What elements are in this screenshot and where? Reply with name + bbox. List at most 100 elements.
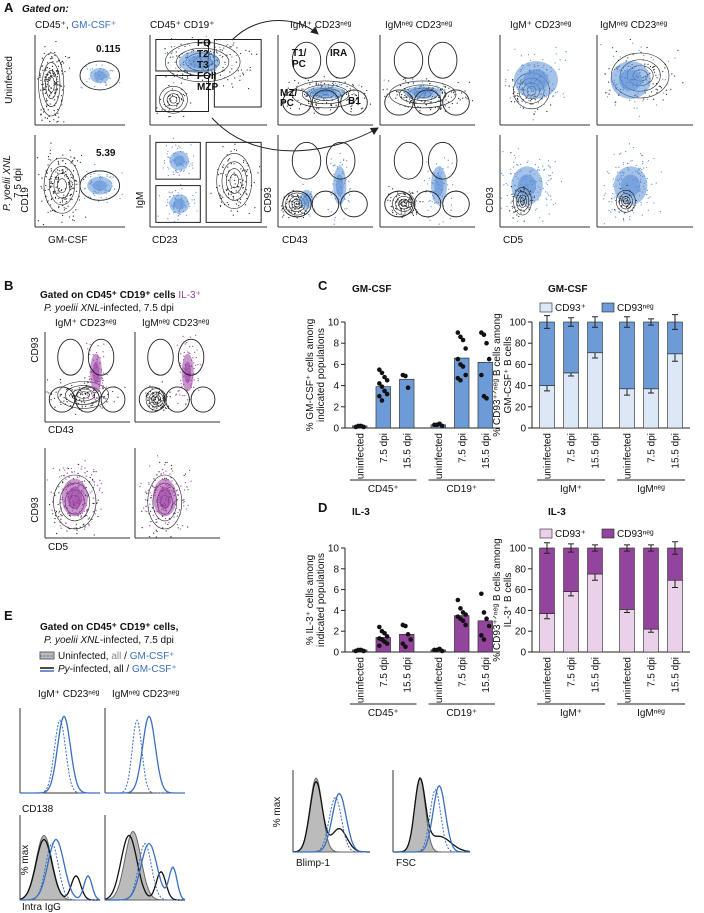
event-dot — [198, 380, 199, 381]
event-dot — [243, 160, 244, 161]
event-dot — [196, 349, 197, 350]
event-dot — [283, 215, 284, 216]
event-dot — [169, 197, 170, 198]
event-dot — [86, 515, 87, 516]
event-dot — [623, 220, 624, 221]
event-dot — [156, 536, 157, 537]
event-dot — [94, 534, 95, 535]
data-point — [479, 373, 484, 378]
event-dot — [182, 77, 183, 78]
event-dot — [109, 177, 110, 178]
chart-title: GM-CSF — [548, 284, 587, 295]
event-dot — [58, 179, 59, 180]
y-axis-label: % max — [20, 845, 31, 876]
event-dot — [173, 171, 174, 172]
event-dot — [297, 86, 298, 87]
histogram-curve — [293, 782, 370, 852]
event-dot — [297, 100, 298, 101]
event-dot — [187, 76, 188, 77]
event-dot — [50, 93, 51, 94]
event-dot — [666, 94, 667, 95]
event-dot — [614, 210, 615, 211]
event-dot — [191, 481, 192, 482]
x-tick-label: 7.5 dpi — [647, 657, 658, 687]
event-dot — [189, 166, 190, 167]
event-dot — [316, 108, 317, 109]
event-dot — [70, 156, 71, 157]
event-dot — [513, 207, 514, 208]
x-tick-label: uninfected — [623, 433, 634, 479]
legend-label: CD93⁺ — [555, 303, 586, 314]
event-dot — [96, 352, 97, 353]
event-dot — [51, 170, 52, 171]
event-dot — [60, 382, 61, 383]
event-dot — [387, 200, 388, 201]
event-dot — [434, 203, 435, 204]
panel-title: Gated on CD45⁺ CD19⁺ cells, — [40, 622, 179, 633]
event-dot — [228, 194, 229, 195]
event-dot — [528, 207, 529, 208]
event-dot — [309, 215, 310, 216]
event-dot — [48, 189, 49, 190]
event-dot — [472, 100, 473, 101]
event-dot — [543, 170, 544, 171]
event-dot — [176, 490, 177, 491]
event-dot — [448, 160, 449, 161]
event-dot — [114, 401, 115, 402]
event-dot — [233, 196, 234, 197]
event-dot — [55, 90, 56, 91]
density — [518, 175, 536, 197]
event-dot — [247, 175, 248, 176]
event-dot — [88, 518, 89, 519]
event-dot — [223, 47, 224, 48]
gate — [166, 387, 190, 412]
event-dot — [311, 191, 312, 192]
x-axis-label: CD43 — [48, 425, 74, 436]
event-dot — [555, 47, 556, 48]
event-dot — [98, 500, 99, 501]
y-tick-label: 0 — [520, 648, 526, 659]
event-dot — [218, 174, 219, 175]
event-dot — [61, 528, 62, 529]
event-dot — [190, 144, 191, 145]
event-dot — [72, 160, 73, 161]
event-dot — [139, 486, 140, 487]
event-dot — [90, 176, 91, 177]
event-dot — [69, 184, 70, 185]
event-dot — [68, 528, 69, 529]
event-dot — [178, 71, 179, 72]
event-dot — [231, 188, 232, 189]
data-point — [482, 332, 487, 337]
event-dot — [155, 398, 156, 399]
event-dot — [445, 86, 446, 87]
event-dot — [419, 110, 420, 111]
event-dot — [337, 85, 338, 86]
event-dot — [291, 207, 292, 208]
event-dot — [149, 403, 150, 404]
event-dot — [388, 97, 389, 98]
event-dot — [634, 107, 635, 108]
event-dot — [51, 199, 52, 200]
event-dot — [522, 101, 523, 102]
event-dot — [68, 182, 69, 183]
event-dot — [532, 104, 533, 105]
event-dot — [674, 57, 675, 58]
event-dot — [62, 201, 63, 202]
event-dot — [221, 202, 222, 203]
event-dot — [80, 87, 81, 88]
event-dot — [240, 75, 241, 76]
event-dot — [58, 84, 59, 85]
event-dot — [222, 50, 223, 51]
event-dot — [502, 151, 503, 152]
event-dot — [186, 153, 187, 154]
event-dot — [68, 468, 69, 469]
event-dot — [53, 119, 54, 120]
event-dot — [546, 199, 547, 200]
event-dot — [620, 56, 621, 57]
event-dot — [332, 85, 333, 86]
event-dot — [517, 202, 518, 203]
event-dot — [281, 209, 282, 210]
event-dot — [399, 104, 400, 105]
event-dot — [180, 372, 181, 373]
event-dot — [51, 58, 52, 59]
